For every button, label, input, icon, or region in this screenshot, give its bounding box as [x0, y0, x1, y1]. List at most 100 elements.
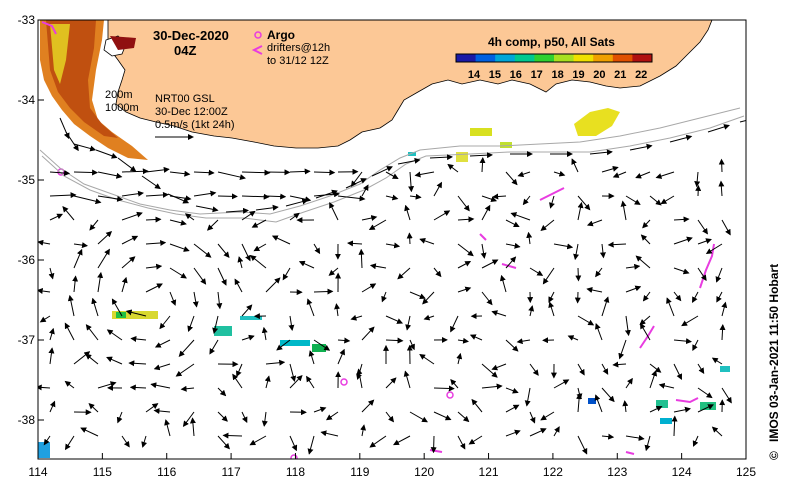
- current-vector: [430, 435, 437, 454]
- current-vector: [721, 387, 732, 404]
- current-vector: [241, 411, 248, 424]
- current-vector: [206, 219, 219, 231]
- current-vector: [251, 219, 267, 228]
- current-vector: [491, 363, 507, 371]
- current-vector: [307, 435, 315, 455]
- current-vector: [692, 339, 699, 351]
- colorbar-swatch: [475, 54, 496, 62]
- current-vector: [697, 363, 705, 374]
- current-vector: [169, 243, 190, 252]
- current-vector: [669, 134, 693, 143]
- current-vector: [178, 339, 195, 357]
- current-vector: [403, 370, 411, 389]
- x-tick-label: 124: [672, 465, 692, 479]
- current-vector: [265, 359, 286, 366]
- colorbar-swatch: [495, 54, 516, 62]
- current-vector: [337, 195, 366, 202]
- current-vector: [97, 231, 113, 245]
- current-vector: [116, 411, 123, 424]
- y-tick-label: -37: [18, 333, 36, 347]
- current-vector: [73, 143, 97, 152]
- current-vector: [241, 193, 270, 200]
- current-vector: [718, 180, 725, 197]
- current-vector: [65, 131, 79, 152]
- nrt-line2: 30-Dec 12:00Z: [155, 106, 228, 118]
- x-tick-label: 116: [157, 465, 176, 479]
- current-vector: [328, 267, 339, 276]
- current-vector: [313, 339, 331, 351]
- current-vector: [48, 347, 55, 365]
- current-vector: [48, 267, 55, 280]
- current-vector: [369, 263, 387, 270]
- current-vector: [169, 170, 191, 177]
- current-vector: [635, 171, 651, 179]
- current-vector: [739, 119, 746, 123]
- current-vector: [289, 168, 311, 175]
- current-vector: [480, 243, 487, 259]
- current-vector: [217, 387, 227, 397]
- current-vector: [625, 377, 633, 389]
- colorbar-swatch: [534, 54, 555, 62]
- current-vector: [577, 315, 595, 326]
- x-tick-label: 117: [222, 465, 241, 479]
- current-vector: [43, 435, 51, 446]
- colorbar-tick-label: 15: [489, 69, 501, 81]
- current-vector: [422, 291, 435, 305]
- current-vector: [409, 339, 415, 351]
- colorbar-title: 4h comp, p50, All Sats: [488, 35, 615, 49]
- current-vector: [350, 171, 363, 188]
- current-vector: [586, 219, 603, 227]
- credit: © IMOS 03-Jan-2021 11:50 Hobart: [767, 264, 781, 460]
- current-vector: [64, 435, 75, 451]
- colorbar-swatch: [593, 54, 614, 62]
- current-vector: [289, 212, 300, 221]
- current-vector: [505, 256, 517, 269]
- y-axis: -33 -34 -35 -36 -37 -38: [18, 13, 44, 427]
- current-vector: [505, 219, 520, 228]
- current-vector: [575, 267, 582, 282]
- colorbar-swatch: [456, 54, 477, 62]
- current-vector: [409, 291, 426, 300]
- current-vector: [469, 152, 493, 159]
- current-vector: [505, 171, 518, 186]
- current-vector: [49, 192, 77, 199]
- current-vector: [692, 435, 699, 447]
- current-vector: [216, 291, 223, 310]
- current-vector: [232, 373, 243, 389]
- current-vector: [125, 309, 147, 317]
- current-vector: [567, 335, 579, 341]
- current-vector: [313, 406, 327, 413]
- current-vector: [671, 415, 678, 437]
- current-vector: [193, 243, 212, 258]
- current-vector: [222, 432, 243, 439]
- current-vector: [129, 384, 147, 391]
- colorbar-swatch: [632, 54, 653, 62]
- current-vector: [492, 193, 507, 200]
- current-vector: [479, 157, 486, 173]
- current-vector: [121, 256, 136, 269]
- current-vector: [150, 382, 171, 389]
- current-vector: [468, 435, 483, 445]
- current-vector: [481, 204, 491, 221]
- current-vector: [217, 193, 238, 200]
- current-vector: [347, 240, 363, 247]
- current-vector: [640, 234, 651, 245]
- current-vector: [264, 375, 271, 389]
- current-vector: [121, 276, 128, 293]
- current-vector: [433, 385, 455, 392]
- copyright-symbol: ©: [767, 451, 781, 460]
- current-vector: [553, 379, 570, 389]
- scale-label: 0.5m/s (1kt 24h): [155, 119, 234, 131]
- current-vector: [517, 171, 531, 178]
- current-vector: [673, 363, 682, 380]
- current-vector: [601, 433, 615, 440]
- current-vector: [89, 219, 99, 231]
- y-tick-label: -34: [18, 93, 36, 107]
- current-vector: [405, 315, 412, 331]
- current-vector: [62, 206, 75, 221]
- current-vector: [505, 387, 519, 394]
- current-vector: [289, 363, 297, 382]
- sst-swath-leeuwin: [40, 20, 148, 160]
- current-vector: [361, 399, 375, 413]
